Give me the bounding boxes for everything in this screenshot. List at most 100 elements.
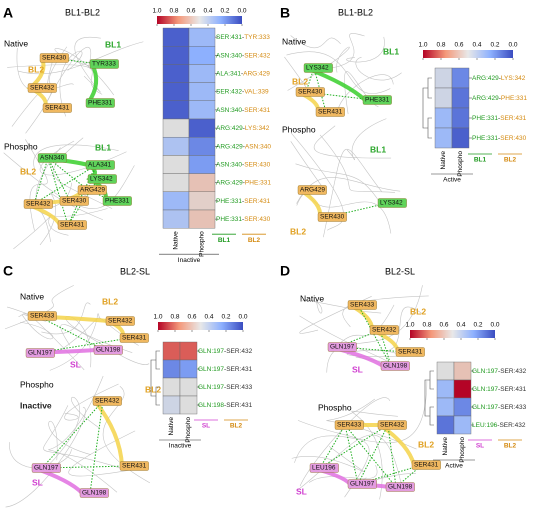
protein-backbone [52,137,113,209]
row-label-part: - [243,143,245,150]
h-bond [89,400,104,494]
row-label-part: SER:431 [500,386,526,393]
region-label: SL [70,359,81,369]
protein-backbone [295,163,384,209]
row-label: LEU:196-SER:432 [472,422,526,429]
row-label-part: - [497,422,499,429]
column-label: Native [168,417,175,436]
protein-backbone [59,51,83,117]
row-label-part: LYS:342 [501,75,526,82]
colorbar-tick-label: 0.0 [490,322,499,329]
protein-backbone [344,71,379,115]
h-bond [387,424,397,488]
image-heading: Phospho [318,402,352,412]
row-label-part: - [498,404,500,411]
row-label-part: ARG:429 [472,75,499,82]
residue-label: LYS342 [306,65,329,72]
colorbar-tick-label: 0.6 [187,314,196,321]
row-label-part: SER:430 [500,135,526,142]
residue-label: GLN197 [350,481,375,488]
group-label: BL2 [230,423,243,430]
row-label-part: SER:431 [226,402,252,409]
h-bond [344,424,397,488]
residue-box [315,107,345,117]
heatmap-cell [434,67,453,89]
residue-label: SER432 [372,327,397,334]
region-label: BL2 [28,64,44,74]
colorbar [158,322,243,330]
row-label-part: SER:431 [500,115,526,122]
heatmap-cell [453,397,472,417]
row-label: ARG:429-PHE:331 [216,179,271,186]
residue-label: GLN197 [34,465,59,472]
residue-label: GLN198 [96,347,121,354]
row-label-part: - [224,384,226,391]
h-bond [67,164,97,226]
row-label-part: TYR:333 [244,34,270,41]
heatmap-cell [188,64,216,83]
row-label-part: PHE:331 [216,216,242,223]
colorbar [410,330,495,338]
region-label: BL2 [410,306,426,316]
heatmap-cell [434,87,453,109]
row-label-part: - [224,402,226,409]
image-heading: Native [4,38,28,48]
image-heading: Phospho [282,124,316,134]
residue-box [362,95,392,105]
residue-label: LYS342 [90,176,113,183]
colorbar-tick-label: 0.6 [439,322,448,329]
row-label-part: PHE:331 [245,179,271,186]
h-bond [379,329,392,367]
colorbar-tick-label: 0.4 [456,322,465,329]
row-label: GLN:197-SER:432 [198,348,253,355]
protein-backbone [305,33,365,71]
colorbar-tick-label: 1.0 [153,314,162,321]
residue-label: GLN198 [388,484,413,491]
residue-box [42,103,72,113]
residue-box [93,345,123,355]
row-label-part: - [224,366,226,373]
row-label-part: - [498,386,500,393]
row-label-part: GLN:197 [472,386,498,393]
h-bond [47,157,71,202]
protein-backbone [291,446,365,473]
residue-box [31,463,61,473]
residue-box [37,153,67,163]
residue-label: SER432 [95,398,120,405]
column-label: Phospho [199,231,206,257]
row-label-part: SER:431 [216,34,242,41]
heatmap-cell [162,27,190,47]
row-label-part: GLN:197 [472,404,498,411]
heatmap-cell [453,379,472,399]
colorbar-tick-label: 0.2 [221,314,230,321]
heatmap-cell [188,100,216,120]
heatmap-cell [179,377,198,397]
protein-backbone [294,380,428,463]
h-bond [337,346,407,353]
residue-box [59,196,89,206]
colorbar-tick-label: 1.0 [405,322,414,329]
row-label: GLN:197-SER:431 [198,366,253,373]
panel-letter: D [280,263,290,279]
heatmap-cell [436,397,455,417]
region-label: BL1 [383,46,399,56]
colorbar-tick-label: 0.0 [237,8,246,15]
protein-backbone [313,125,392,159]
protein-backbone [286,51,391,94]
residue-label: SER432 [30,85,55,92]
h-bond [47,157,69,226]
row-label: ASN:340-SER:430 [216,161,271,168]
heatmap-cell [188,191,216,211]
colorbar-tick-label: 0.6 [454,42,463,49]
residue-label: SER433 [337,422,362,429]
residue-box [309,463,339,473]
row-label-part: - [499,95,501,102]
region-label: BL2 [20,166,36,176]
h-bond [319,424,389,469]
row-label: ARG:429-PHE:331 [472,95,527,102]
heatmap-cell [162,209,190,229]
row-label-part: SER:432 [226,348,252,355]
residue-label: SER433 [30,313,55,320]
residue-label: ASN340 [40,155,65,162]
colorbar-tick-label: 0.4 [203,8,212,15]
